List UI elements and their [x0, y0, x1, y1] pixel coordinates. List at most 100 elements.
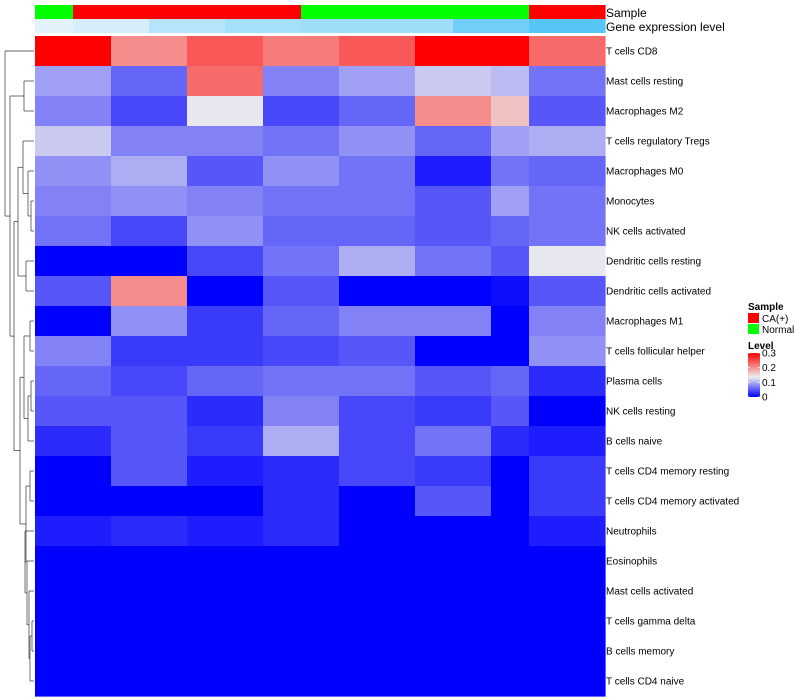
heatmap-cell: [187, 456, 226, 487]
heatmap-cell: [529, 126, 568, 157]
heatmap-cell: [111, 336, 150, 367]
gene-expression-annotation-cell: [529, 19, 568, 33]
heatmap-cell: [149, 66, 188, 97]
heatmap-cell: [567, 216, 606, 247]
heatmap-cell: [149, 516, 188, 547]
heatmap-cell: [529, 276, 568, 307]
heatmap-cell: [263, 36, 302, 67]
heatmap-cell: [339, 486, 378, 517]
heatmap-cell: [73, 336, 112, 367]
heatmap-cell: [73, 366, 112, 397]
heatmap-cell: [35, 156, 74, 187]
heatmap-cell: [187, 336, 226, 367]
heatmap-cell: [567, 336, 606, 367]
heatmap-cell: [491, 666, 530, 697]
heatmap-cell: [453, 546, 492, 577]
heatmap-cell: [339, 66, 378, 97]
heatmap-cell: [339, 606, 378, 637]
heatmap-cell: [35, 546, 74, 577]
heatmap-cell: [529, 426, 568, 457]
heatmap-cell: [301, 666, 340, 697]
sample-annotation-cell: [187, 5, 226, 19]
sample-annotation-cell: [35, 5, 74, 19]
heatmap-cell: [187, 216, 226, 247]
heatmap-cell: [111, 576, 150, 607]
heatmap-cell: [149, 126, 188, 157]
heatmap-cell: [377, 246, 416, 277]
sample-annotation-cell: [453, 5, 492, 19]
legend-tick-label: 0.3: [762, 349, 776, 360]
sample-annotation-cell: [377, 5, 416, 19]
heatmap-cell: [529, 396, 568, 427]
heatmap-cell: [567, 666, 606, 697]
heatmap-cell: [453, 306, 492, 337]
heatmap-cell: [377, 426, 416, 457]
heatmap-cell: [491, 636, 530, 667]
heatmap-cell: [453, 426, 492, 457]
heatmap-cell: [453, 636, 492, 667]
heatmap-cell: [35, 276, 74, 307]
heatmap-cell: [149, 636, 188, 667]
heatmap-cell: [35, 486, 74, 517]
heatmap-cell: [149, 216, 188, 247]
row-label: T cells regulatory Tregs: [606, 137, 710, 148]
heatmap-cell: [301, 306, 340, 337]
row-label: T cells CD4 memory activated: [606, 497, 739, 508]
heatmap-cell: [73, 126, 112, 157]
heatmap-cell: [339, 96, 378, 127]
heatmap-cell: [73, 66, 112, 97]
row-label: T cells CD8: [606, 47, 658, 58]
heatmap-cell: [529, 336, 568, 367]
heatmap-cell: [491, 186, 530, 217]
heatmap-cell: [567, 126, 606, 157]
annotation-bars: [35, 5, 606, 33]
heatmap-cell: [73, 276, 112, 307]
heatmap-cell: [111, 126, 150, 157]
heatmap-cell: [111, 426, 150, 457]
heatmap-cell: [263, 156, 302, 187]
heatmap-cell: [35, 606, 74, 637]
legend-sample-label: Normal: [762, 325, 794, 336]
heatmap-cell: [301, 66, 340, 97]
heatmap-cell: [377, 606, 416, 637]
heatmap-cell: [111, 66, 150, 97]
heatmap-cell: [453, 666, 492, 697]
heatmap-cell: [225, 336, 264, 367]
heatmap-cell: [491, 336, 530, 367]
heatmap-cell: [263, 636, 302, 667]
heatmap-cell: [187, 306, 226, 337]
heatmap-cell: [149, 246, 188, 277]
row-label: NK cells resting: [606, 407, 675, 418]
heatmap-cell: [491, 276, 530, 307]
row-label: T cells CD4 memory resting: [606, 467, 729, 478]
heatmap-cell: [529, 186, 568, 217]
heatmap-cell: [35, 366, 74, 397]
heatmap-cell: [415, 426, 454, 457]
heatmap-cell: [567, 36, 606, 67]
heatmap-cell: [187, 636, 226, 667]
heatmap-cell: [491, 366, 530, 397]
heatmap-cell: [453, 456, 492, 487]
heatmap-cell: [301, 216, 340, 247]
heatmap-cell: [453, 96, 492, 127]
heatmap-cell: [453, 336, 492, 367]
heatmap-cell: [377, 126, 416, 157]
legend-tick-label: 0.1: [762, 378, 776, 389]
heatmap-cell: [35, 306, 74, 337]
heatmap-cell: [263, 576, 302, 607]
heatmap-cell: [301, 126, 340, 157]
heatmap-cell: [187, 126, 226, 157]
heatmap-cell: [187, 276, 226, 307]
heatmap-cell: [377, 336, 416, 367]
heatmap-cell: [225, 306, 264, 337]
heatmap-cell: [263, 396, 302, 427]
heatmap-cell: [377, 366, 416, 397]
heatmap-cell: [529, 306, 568, 337]
row-labels: T cells CD8 Mast cells resting Macrophages…: [606, 47, 739, 688]
heatmap-cell: [301, 336, 340, 367]
heatmap-cell: [415, 306, 454, 337]
heatmap-cell: [187, 546, 226, 577]
sample-annotation-cell: [111, 5, 150, 19]
heatmap-cell: [73, 456, 112, 487]
heatmap-cell: [529, 486, 568, 517]
